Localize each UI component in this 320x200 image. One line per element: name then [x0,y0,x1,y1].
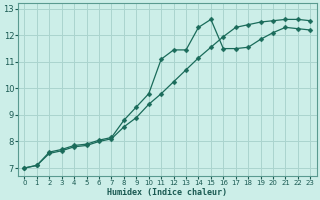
X-axis label: Humidex (Indice chaleur): Humidex (Indice chaleur) [108,188,228,197]
